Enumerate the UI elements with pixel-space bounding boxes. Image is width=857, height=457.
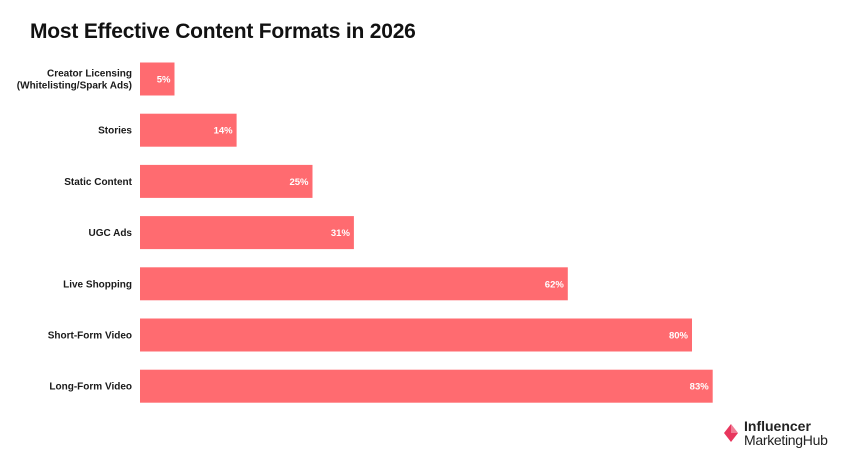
bar-value-label: 62% <box>545 279 565 290</box>
bar <box>140 216 354 250</box>
brand-name-line2: MarketingHub <box>744 432 828 448</box>
bar-value-label: 5% <box>157 75 171 86</box>
brand-logo: Influencer MarketingHub <box>722 418 847 450</box>
category-label: UGC Ads <box>88 228 132 239</box>
brand-name-line1: Influencer <box>744 418 811 434</box>
bar <box>140 318 692 352</box>
bar <box>140 369 713 403</box>
chart-title: Most Effective Content Formats in 2026 <box>30 20 416 43</box>
influencer-marketing-hub-logo-icon <box>724 424 738 442</box>
category-label: Stories <box>98 126 132 137</box>
bar-value-label: 80% <box>669 331 689 342</box>
bar <box>140 113 237 147</box>
category-label: Creator Licensing (Whitelisting/Spark Ads… <box>17 69 132 92</box>
bar-value-label: 31% <box>331 228 351 239</box>
category-label: Short-Form Video <box>48 331 132 342</box>
bar <box>140 267 568 301</box>
category-label: Static Content <box>64 177 132 188</box>
bar-value-label: 25% <box>289 177 309 188</box>
bar-value-label: 83% <box>690 382 710 393</box>
bar-value-label: 14% <box>214 126 234 137</box>
bar <box>140 62 175 96</box>
bar <box>140 164 313 198</box>
category-label: Long-Form Video <box>49 382 132 393</box>
category-label: Live Shopping <box>63 279 132 290</box>
